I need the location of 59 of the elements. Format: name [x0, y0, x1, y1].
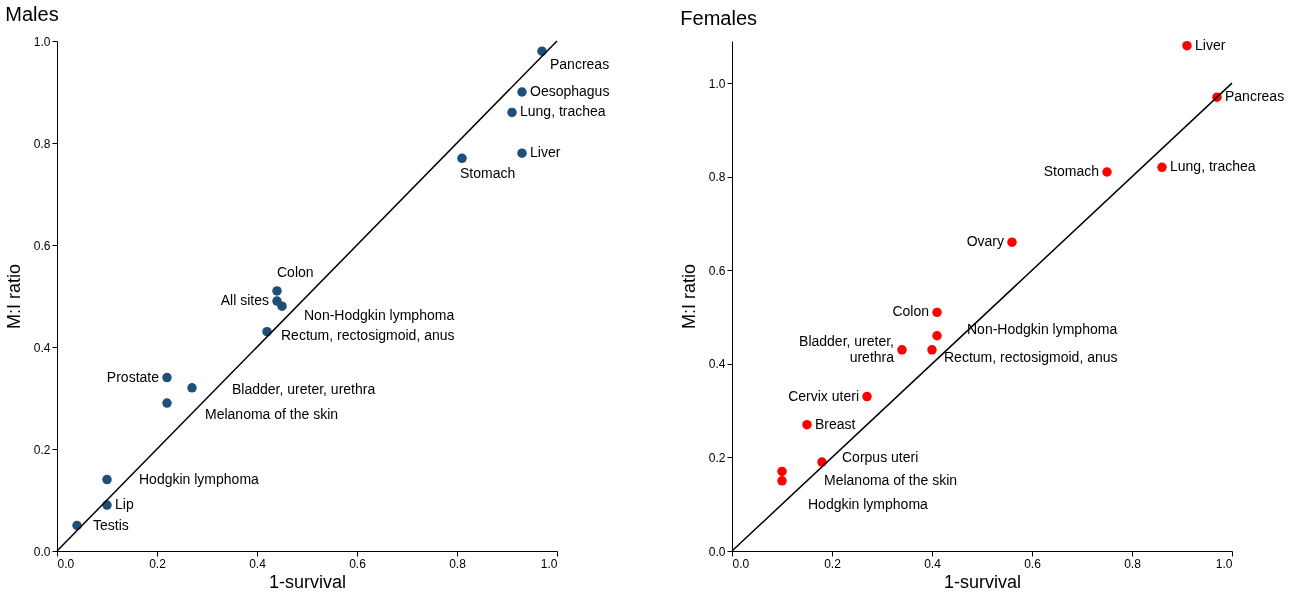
chart-title: Females [680, 6, 758, 29]
y-tick-label: 0.2 [708, 450, 726, 465]
y-tick-label: 0.8 [708, 170, 726, 185]
x-tick-label: 0.6 [349, 556, 367, 571]
annotation: Pancreas [550, 56, 610, 73]
annotation: Bladder, ureter, urethra [232, 380, 376, 397]
annotation: Hodgkin lymphoma [808, 495, 929, 512]
chart-title: Males [5, 3, 59, 25]
annotation: Melanoma of the skin [824, 472, 958, 489]
annotation: Liver [530, 144, 561, 161]
x-axis-title: 1-survival [943, 571, 1022, 592]
y-axis-title: M:I ratio [3, 263, 24, 330]
annotation: Stomach [460, 165, 516, 182]
annotation: Colon [277, 263, 314, 280]
x-tick-label: 0.6 [1024, 556, 1042, 571]
annotation: Bladder, ureter, urethra [799, 332, 895, 365]
y-tick-label: 0.0 [708, 544, 726, 559]
y-tick-label: 0.0 [33, 544, 51, 559]
annotation: All sites [220, 292, 269, 309]
annotation: Ovary [966, 233, 1004, 250]
annotation: Prostate [106, 368, 160, 385]
x-tick-label: 0.8 [449, 556, 467, 571]
y-tick-label: 0.4 [708, 357, 726, 372]
y-tick-label: 0.2 [33, 442, 51, 457]
y-tick-label: 1.0 [708, 76, 726, 91]
annotation: Melanoma of the skin [205, 406, 339, 423]
annotation: Oesophagus [530, 83, 610, 99]
x-tick-label: 0.4 [924, 556, 942, 571]
x-tick-label: 1.0 [1215, 556, 1233, 571]
annotation: Lung, trachea [520, 103, 606, 120]
annotation: Breast [815, 415, 856, 432]
x-tick-label: 0.2 [824, 556, 842, 571]
annotation: Rectum, rectosigmoid, anus [944, 348, 1118, 365]
x-tick-label: 0.0 [57, 556, 75, 571]
x-tick-label: 0.8 [1124, 556, 1142, 571]
annotation: Testis [93, 516, 129, 533]
y-tick-label: 0.4 [33, 340, 51, 355]
annotation: Hodgkin lymphoma [139, 470, 260, 487]
annotation: Lip [115, 496, 134, 513]
x-tick-label: 0.2 [149, 556, 167, 571]
annotation: Liver [1195, 36, 1226, 53]
annotation: Colon [892, 303, 929, 320]
x-tick-label: 0.0 [732, 556, 750, 571]
annotation: Non-Hodgkin lymphoma [967, 320, 1118, 337]
annotation: Rectum, rectosigmoid, anus [281, 326, 455, 343]
y-tick-label: 0.6 [708, 263, 726, 278]
y-tick-label: 0.8 [33, 136, 51, 151]
annotation: Lung, trachea [1170, 158, 1256, 175]
x-axis-title: 1-survival [268, 571, 347, 592]
annotation: Cervix uteri [788, 387, 859, 404]
annotation: Pancreas [1225, 88, 1285, 105]
x-tick-label: 0.4 [249, 556, 267, 571]
annotation: Corpus uteri [842, 449, 919, 466]
y-tick-label: 0.6 [33, 238, 51, 253]
annotation: Non-Hodgkin lymphoma [304, 307, 455, 324]
y-tick-label: 1.0 [33, 34, 51, 49]
annotation: Stomach [1043, 163, 1099, 180]
x-tick-label: 1.0 [540, 556, 558, 571]
y-axis-title: M:I ratio [678, 263, 699, 330]
